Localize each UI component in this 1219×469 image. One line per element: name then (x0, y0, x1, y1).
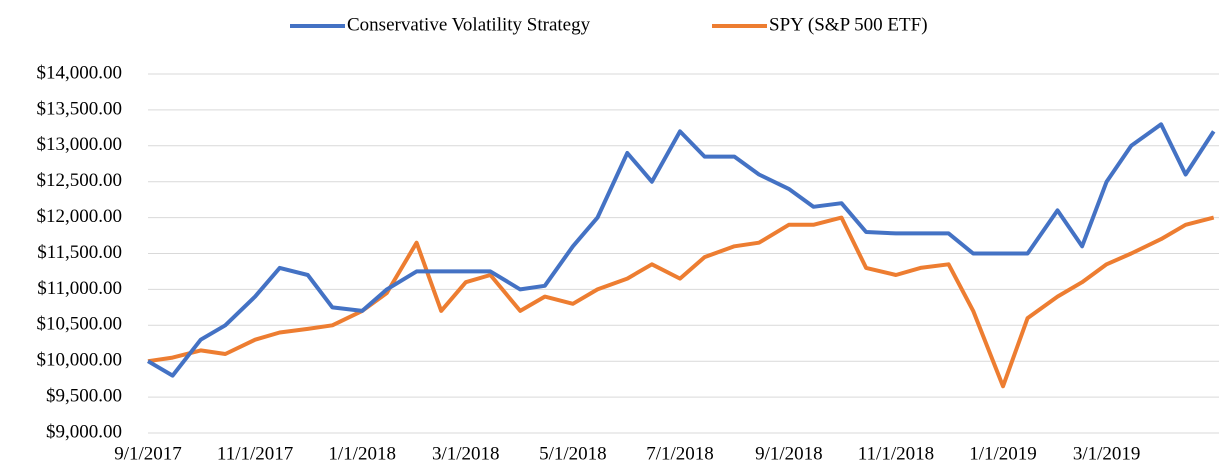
y-tick-label: $14,000.00 (37, 62, 123, 83)
x-tick-label: 7/1/2018 (646, 443, 714, 464)
legend-label: Conservative Volatility Strategy (347, 14, 591, 35)
y-tick-label: $13,000.00 (37, 134, 123, 155)
y-tick-label: $10,500.00 (37, 314, 123, 335)
y-tick-label: $11,500.00 (37, 242, 122, 263)
y-tick-label: $9,500.00 (46, 385, 122, 406)
y-tick-label: $11,000.00 (37, 278, 122, 299)
x-tick-label: 1/1/2019 (969, 443, 1037, 464)
y-tick-label: $13,500.00 (37, 98, 123, 119)
y-tick-label: $12,000.00 (37, 206, 123, 227)
x-tick-label: 3/1/2018 (432, 443, 500, 464)
x-tick-label: 3/1/2019 (1073, 443, 1141, 464)
x-tick-label: 9/1/2018 (755, 443, 823, 464)
legend-label: SPY (S&P 500 ETF) (769, 14, 928, 35)
y-tick-label: $10,000.00 (37, 350, 123, 371)
x-tick-label: 1/1/2018 (328, 443, 396, 464)
x-tick-label: 11/1/2018 (858, 443, 934, 464)
y-tick-label: $12,500.00 (37, 170, 123, 191)
x-tick-label: 11/1/2017 (217, 443, 293, 464)
series-line (147, 215, 1215, 389)
series-line (146, 122, 1216, 378)
x-tick-label: 9/1/2017 (114, 443, 182, 464)
y-tick-label: $9,000.00 (46, 421, 122, 442)
x-tick-label: 5/1/2018 (539, 443, 607, 464)
